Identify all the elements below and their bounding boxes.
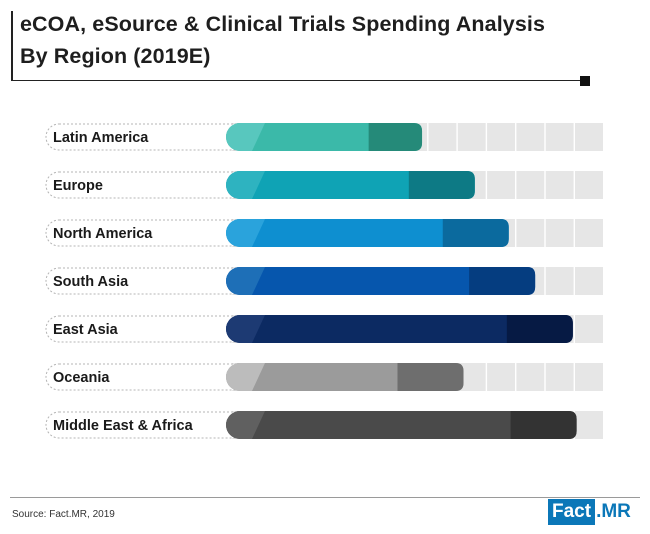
bar-rounded-start	[226, 267, 240, 295]
bar-light-cap	[240, 363, 265, 391]
bar-dark-segment	[397, 363, 464, 391]
factmr-logo: Fact .MR	[548, 499, 631, 525]
bar	[226, 171, 475, 199]
category-label: North America	[53, 226, 153, 242]
bar-light-cap	[240, 315, 265, 343]
category-label-pill	[45, 315, 247, 343]
bar-dark-segment	[368, 123, 423, 151]
category-label-pill	[45, 171, 247, 199]
category-label-pill	[45, 267, 247, 295]
source-note: Source: Fact.MR, 2019	[12, 509, 115, 520]
bar	[226, 411, 577, 439]
bar-body	[226, 219, 509, 247]
logo-fact-text: Fact	[548, 499, 596, 525]
bar	[226, 267, 536, 295]
bar-light-cap	[240, 123, 265, 151]
bar	[226, 363, 464, 391]
title-vertical-rule	[11, 11, 13, 81]
bar	[226, 315, 573, 343]
bar-dark-segment	[442, 219, 509, 247]
bar	[226, 219, 509, 247]
chart-subtitle: By Region (2019E)	[20, 44, 211, 68]
bar-light-cap	[240, 267, 265, 295]
category-label: Oceania	[53, 370, 110, 386]
category-labels-group: Latin America Europe North America South As…	[53, 130, 194, 434]
category-label-pill	[45, 219, 247, 247]
bar-body	[226, 267, 536, 295]
category-label: South Asia	[53, 274, 129, 290]
footer-rule	[10, 497, 640, 498]
category-label: Europe	[53, 178, 103, 194]
bar-body	[226, 315, 573, 343]
title-horizontal-rule	[11, 80, 584, 81]
bar-dark-segment	[506, 315, 573, 343]
bar-light-cap	[240, 411, 265, 439]
category-label: East Asia	[53, 322, 119, 338]
bar-dark-segment	[469, 267, 536, 295]
bar	[226, 123, 423, 151]
bar-rounded-start	[226, 363, 240, 391]
title-square-marker	[580, 76, 590, 86]
category-label-pill	[45, 123, 247, 151]
bar-rounded-start	[226, 315, 240, 343]
logo-mr-text: .MR	[596, 501, 631, 522]
bar-dark-segment	[408, 171, 475, 199]
bar-rounded-start	[226, 411, 240, 439]
bar-body	[226, 411, 577, 439]
category-label-pill	[45, 363, 247, 391]
bars-group	[226, 123, 577, 439]
chart-title-block: eCOA, eSource & Clinical Trials Spending…	[0, 0, 650, 90]
bar-rounded-start	[226, 123, 240, 151]
category-label-pill	[45, 411, 247, 439]
bar-light-cap	[240, 219, 265, 247]
bar-rounded-start	[226, 219, 240, 247]
bar-light-cap	[240, 171, 265, 199]
bar-rounded-start	[226, 171, 240, 199]
category-label: Middle East & Africa	[53, 418, 194, 434]
chart-title: eCOA, eSource & Clinical Trials Spending…	[20, 12, 546, 36]
category-label: Latin America	[53, 130, 149, 146]
bar-dark-segment	[510, 411, 577, 439]
